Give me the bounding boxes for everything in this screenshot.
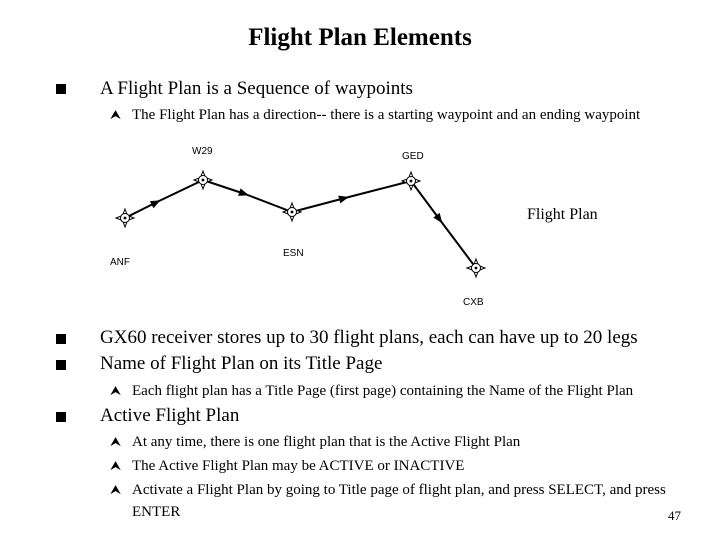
sub-bullet-text: The Active Flight Plan may be ACTIVE or …: [132, 458, 465, 474]
slide-title: Flight Plan Elements: [248, 24, 472, 51]
arrow-sub-bullet-icon: ⮝: [110, 435, 122, 450]
waypoint-label-esn: ESN: [283, 248, 304, 259]
arrow-sub-bullet-icon: ⮝: [110, 108, 122, 123]
waypoint-label-ged: GED: [402, 151, 424, 162]
arrow-sub-bullet-icon: ⮝: [110, 483, 122, 498]
bullet-text: Active Flight Plan: [100, 405, 240, 426]
square-bullet-icon: [56, 360, 66, 370]
sub-bullet-text: Activate a Flight Plan by going to Title…: [132, 482, 666, 520]
square-bullet-icon: [56, 334, 66, 344]
waypoint-star-icon: [401, 171, 421, 191]
leg-segment: [344, 180, 412, 199]
waypoint-label-anf: ANF: [110, 257, 130, 268]
arrow-sub-bullet-icon: ⮝: [110, 459, 122, 474]
leg-segment: [244, 193, 293, 213]
bullet-text: GX60 receiver stores up to 30 flight pla…: [100, 327, 638, 348]
leg-segment: [291, 195, 349, 213]
leg-segment: [156, 179, 204, 203]
waypoint-star-icon: [115, 208, 135, 228]
bullet-text: A Flight Plan is a Sequence of waypoints: [100, 78, 413, 99]
waypoint-star-icon: [282, 202, 302, 222]
flight-plan-legs: [124, 179, 477, 269]
waypoint-label-cxb: CXB: [463, 297, 484, 308]
leg-segment: [202, 179, 249, 196]
bullet-text: Name of Flight Plan on its Title Page: [100, 353, 383, 374]
page-number: 47: [668, 508, 681, 523]
waypoint-star-icon: [466, 258, 486, 278]
figure-caption: Flight Plan: [527, 206, 598, 223]
sub-bullet-text: The Flight Plan has a direction-- there …: [132, 107, 641, 123]
leg-segment: [439, 219, 477, 269]
sub-bullet-text: At any time, there is one flight plan th…: [132, 434, 521, 450]
leg-segment: [410, 180, 443, 224]
waypoint-label-w29: W29: [192, 146, 213, 157]
leg-segment: [124, 200, 161, 219]
square-bullet-icon: [56, 412, 66, 422]
square-bullet-icon: [56, 84, 66, 94]
waypoint-star-icon: [193, 170, 213, 190]
arrow-sub-bullet-icon: ⮝: [110, 384, 122, 399]
sub-bullet-text: Each flight plan has a Title Page (first…: [132, 383, 634, 399]
